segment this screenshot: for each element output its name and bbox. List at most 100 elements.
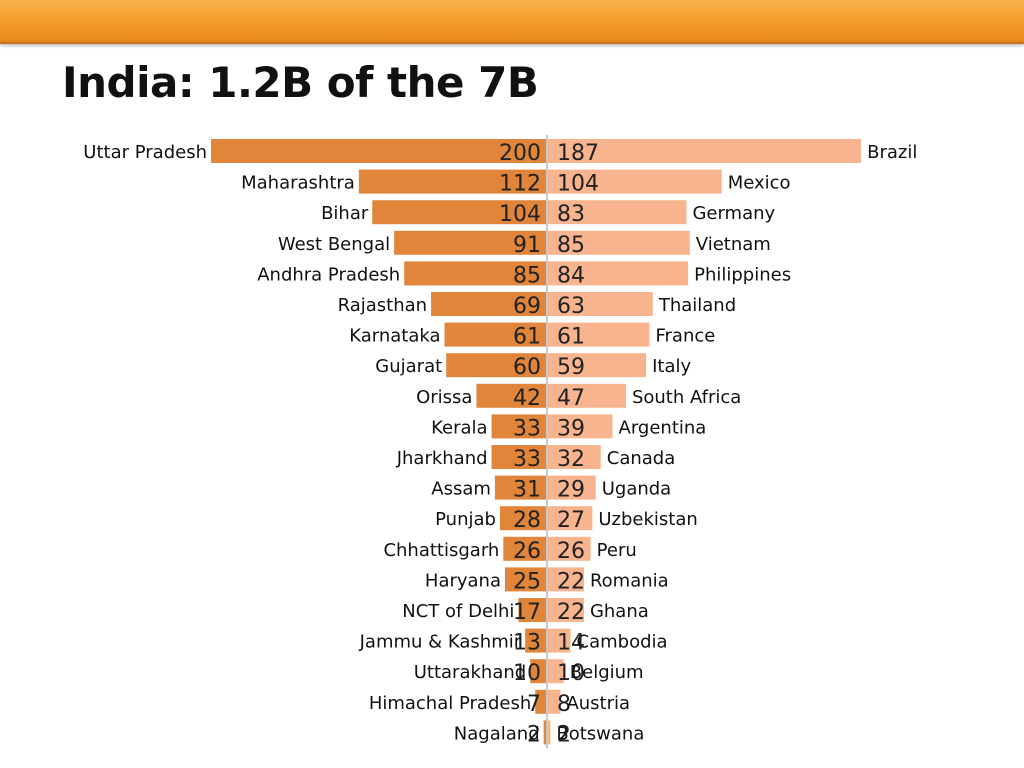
- country-name-label: Uganda: [602, 479, 672, 500]
- country-value-label: 22: [557, 569, 585, 594]
- state-value-label: 61: [513, 325, 541, 350]
- country-bar: [547, 322, 650, 347]
- state-bar: [530, 659, 547, 684]
- state-bar: [491, 445, 547, 469]
- country-value-label: 14: [557, 631, 585, 656]
- state-name-label: Maharashtra: [241, 173, 355, 194]
- country-value-label: 83: [557, 202, 585, 227]
- state-name-label: Himachal Pradesh: [369, 693, 531, 714]
- state-value-label: 25: [513, 569, 541, 594]
- state-name-label: Nagaland: [454, 723, 540, 744]
- country-bar: [547, 567, 584, 592]
- country-name-label: Philippines: [694, 264, 791, 285]
- state-bar: [535, 689, 547, 714]
- state-value-label: 7: [527, 692, 541, 717]
- state-value-label: 33: [513, 416, 541, 441]
- state-bar: [476, 383, 547, 408]
- state-name-label: Karnataka: [349, 326, 440, 347]
- state-name-label: Rajasthan: [338, 295, 427, 316]
- country-name-label: Italy: [652, 356, 691, 377]
- state-name-label: Jharkhand: [396, 448, 488, 469]
- state-bar: [525, 628, 547, 653]
- state-name-label: Kerala: [431, 417, 487, 438]
- state-name-label: Jammu & Kashmir: [359, 632, 522, 653]
- country-value-label: 84: [557, 263, 585, 288]
- state-name-label: Uttarakhand: [414, 662, 526, 683]
- state-value-label: 17: [513, 600, 541, 625]
- country-name-label: Mexico: [728, 173, 791, 194]
- country-bar: [547, 169, 722, 194]
- state-bar: [503, 536, 547, 561]
- state-name-label: Orissa: [416, 387, 472, 408]
- state-value-label: 112: [499, 172, 541, 197]
- country-bar: [547, 383, 626, 408]
- country-value-label: 2: [557, 722, 571, 747]
- country-name-label: Brazil: [867, 142, 917, 163]
- state-bar: [431, 292, 547, 316]
- state-bar: [358, 169, 547, 194]
- state-value-label: 10: [513, 661, 541, 686]
- country-value-label: 29: [557, 478, 585, 503]
- country-name-label: Austria: [566, 693, 630, 714]
- country-value-label: 47: [557, 386, 585, 411]
- country-name-label: Thailand: [658, 295, 736, 316]
- country-bar: [547, 720, 551, 745]
- state-value-label: 91: [513, 233, 541, 258]
- country-name-label: Germany: [692, 203, 775, 224]
- state-value-label: 33: [513, 447, 541, 472]
- state-value-label: 69: [513, 294, 541, 319]
- state-value-label: 85: [513, 263, 541, 288]
- state-value-label: 13: [513, 631, 541, 656]
- state-bar: [372, 200, 547, 225]
- slide-title: India: 1.2B of the 7B: [62, 58, 539, 107]
- state-value-label: 200: [499, 141, 541, 166]
- country-value-label: 32: [557, 447, 585, 472]
- country-name-label: Vietnam: [696, 234, 771, 255]
- state-name-label: Haryana: [425, 570, 501, 591]
- state-value-label: 60: [513, 355, 541, 380]
- state-value-label: 28: [513, 508, 541, 533]
- state-name-label: Chhattisgarh: [383, 540, 499, 561]
- state-bar: [394, 230, 547, 255]
- state-name-label: Uttar Pradesh: [83, 142, 207, 163]
- country-name-label: Canada: [607, 448, 676, 469]
- state-bar: [518, 598, 547, 622]
- country-bar: [547, 292, 653, 316]
- country-bar: [547, 506, 593, 531]
- state-name-label: Punjab: [435, 509, 496, 530]
- country-value-label: 26: [557, 539, 585, 564]
- country-value-label: 22: [557, 600, 585, 625]
- country-value-label: 8: [557, 692, 571, 717]
- country-bar: [547, 445, 601, 469]
- state-bar: [494, 475, 547, 500]
- country-value-label: 10: [557, 661, 585, 686]
- state-value-label: 104: [499, 202, 541, 227]
- country-bar: [547, 261, 689, 286]
- country-bar: [547, 200, 687, 225]
- country-value-label: 59: [557, 355, 585, 380]
- state-bar: [444, 322, 547, 347]
- country-value-label: 85: [557, 233, 585, 258]
- country-value-label: 104: [557, 172, 599, 197]
- header-bar: [0, 0, 1024, 44]
- country-value-label: 63: [557, 294, 585, 319]
- country-bar: [547, 414, 613, 439]
- state-name-label: Gujarat: [375, 356, 442, 377]
- country-bar: [547, 230, 690, 255]
- country-name-label: France: [655, 326, 715, 347]
- country-bar: [547, 659, 564, 684]
- state-value-label: 31: [513, 478, 541, 503]
- country-bar: [547, 536, 591, 561]
- country-name-label: Uzbekistan: [598, 509, 697, 530]
- state-name-label: Andhra Pradesh: [257, 264, 400, 285]
- country-value-label: 27: [557, 508, 585, 533]
- country-bar: [547, 598, 584, 622]
- country-name-label: Romania: [590, 570, 669, 591]
- state-name-label: Assam: [431, 479, 491, 500]
- country-name-label: Belgium: [570, 662, 644, 683]
- country-name-label: Argentina: [619, 417, 707, 438]
- state-bar: [499, 506, 547, 531]
- state-bar: [543, 720, 547, 745]
- country-bar: [547, 475, 596, 500]
